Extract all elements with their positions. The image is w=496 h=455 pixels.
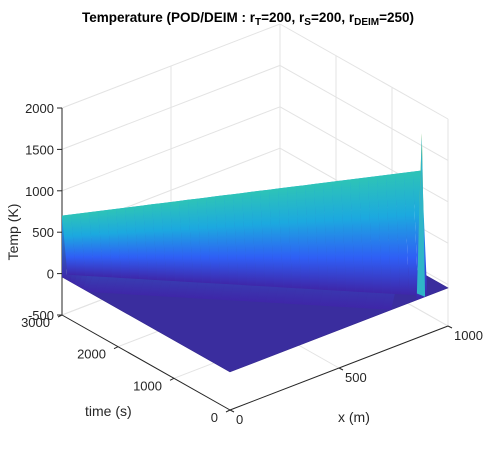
y-tick-label: 0: [211, 410, 218, 425]
front-wall-strip: [71, 213, 86, 276]
front-wall-strip: [170, 201, 185, 282]
z-tick-label: 0: [47, 267, 54, 282]
front-wall-strip: [394, 172, 410, 295]
grid-line-z-side: [279, 64, 449, 161]
title-subscript: DEIM: [354, 17, 379, 28]
front-wall-strip: [385, 173, 401, 295]
z-tick-label: 1500: [25, 142, 54, 157]
x-tick-label: 1000: [454, 328, 483, 343]
front-wall-strip: [89, 211, 104, 277]
front-wall-strip: [223, 194, 239, 285]
front-wall-strip: [358, 177, 374, 293]
front-wall-strip: [376, 175, 392, 294]
x-tick-label: 0: [236, 412, 243, 427]
front-wall-strip: [107, 208, 122, 278]
x-tick-label: 500: [345, 370, 367, 385]
front-wall-strip: [98, 210, 113, 278]
front-wall-strip: [62, 214, 77, 276]
front-wall-strip: [196, 197, 212, 284]
title-text: Temperature (POD/DEIM : r: [82, 10, 256, 25]
front-wall-strip: [313, 182, 329, 291]
front-wall-strip: [241, 191, 257, 286]
chart-title: Temperature (POD/DEIM : rT=200, rS=200, …: [82, 10, 414, 28]
y-axis-label: time (s): [85, 403, 132, 419]
title-subscript: S: [304, 17, 311, 28]
front-wall-strip: [161, 202, 176, 282]
front-wall-strip: [322, 181, 338, 291]
front-wall-strip: [178, 199, 194, 283]
front-wall-strip: [250, 190, 266, 287]
z-axis-label: Temp (K): [5, 204, 21, 261]
x-tick: [447, 325, 453, 329]
front-wall-strip: [152, 203, 167, 281]
front-wall-strip: [340, 179, 356, 292]
front-wall-strip: [286, 186, 302, 289]
front-wall-strip: [125, 206, 140, 279]
grid-line-z-side: [279, 23, 449, 120]
surface: [61, 133, 449, 373]
title-text: =200, r: [261, 10, 305, 25]
y-tick-label: 1000: [133, 378, 162, 393]
front-wall-strip: [349, 178, 365, 293]
front-wall-strip: [331, 180, 347, 292]
z-tick-label: 1000: [25, 184, 54, 199]
z-tick-label: -500: [28, 308, 54, 323]
x-tick: [338, 367, 344, 371]
front-wall-strip: [80, 212, 95, 277]
front-wall-strip: [403, 171, 419, 296]
front-wall-strip: [295, 185, 311, 289]
x-tick: [229, 409, 235, 413]
front-wall-strip: [304, 184, 320, 290]
x-axis-label: x (m): [338, 409, 370, 425]
y-tick: [169, 377, 175, 381]
initial-spike-side: [416, 133, 426, 297]
front-wall-strip: [143, 204, 158, 281]
front-wall-strip: [232, 193, 248, 286]
y-tick: [225, 409, 231, 413]
front-wall-strip: [205, 196, 221, 284]
title-subscript: T: [255, 17, 261, 28]
front-wall-strip: [116, 207, 131, 279]
y-tick: [113, 346, 119, 350]
y-axis-line: [61, 314, 231, 411]
y-tick: [57, 314, 63, 318]
front-wall-strip: [134, 205, 149, 280]
title-text: =200, r: [311, 10, 355, 25]
ticks: -500 0 500 1000 1500 2000 0 1000 2000 3000 0 500 100…: [21, 101, 483, 427]
title-text: =250): [379, 10, 414, 25]
front-wall-strip: [367, 176, 383, 294]
front-wall-strip: [259, 189, 275, 287]
y-tick-label: 3000: [21, 315, 50, 330]
front-wall-strip: [214, 195, 230, 285]
front-wall-strip: [277, 187, 293, 288]
front-wall-strip: [268, 188, 284, 288]
front-wall-strip: [187, 198, 203, 283]
z-tick-label: 2000: [25, 101, 54, 116]
z-tick-label: 500: [32, 225, 54, 240]
y-tick-label: 2000: [77, 347, 106, 362]
